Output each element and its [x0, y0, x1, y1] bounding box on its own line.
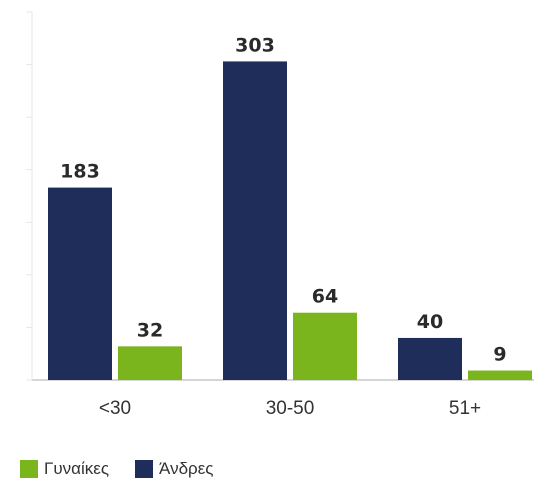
- bar: [293, 312, 357, 380]
- category-tick-labels: <30 30-50 51+: [99, 398, 481, 419]
- legend-item-men: Άνδρες: [135, 459, 214, 479]
- legend-swatch-men: [135, 460, 154, 478]
- legend-label-women: Γυναίκες: [44, 459, 110, 478]
- bars: [48, 61, 532, 380]
- legend-swatch-women: [20, 460, 38, 478]
- data-label: 64: [312, 286, 338, 308]
- legend-item-women: Γυναίκες: [20, 459, 109, 479]
- data-label: 32: [137, 319, 163, 341]
- data-label: 9: [493, 344, 506, 366]
- bar: [223, 61, 287, 380]
- x-tick-label: 51+: [449, 398, 481, 419]
- data-label: 40: [417, 311, 443, 333]
- data-label: 303: [235, 34, 275, 56]
- data-label: 183: [60, 161, 100, 183]
- bar: [468, 370, 532, 380]
- legend-label-men: Άνδρες: [159, 459, 214, 478]
- legend: Γυναίκες Άνδρες: [20, 456, 240, 482]
- x-tick-label: 30-50: [266, 398, 315, 419]
- bar: [398, 337, 462, 380]
- bar-chart: 183 32 303 64 40 9 <30 30-50 51+: [26, 11, 534, 419]
- value-labels: 183 32 303 64 40 9: [60, 34, 506, 365]
- bar: [118, 346, 182, 380]
- x-tick-label: <30: [99, 398, 131, 419]
- bar: [48, 187, 112, 380]
